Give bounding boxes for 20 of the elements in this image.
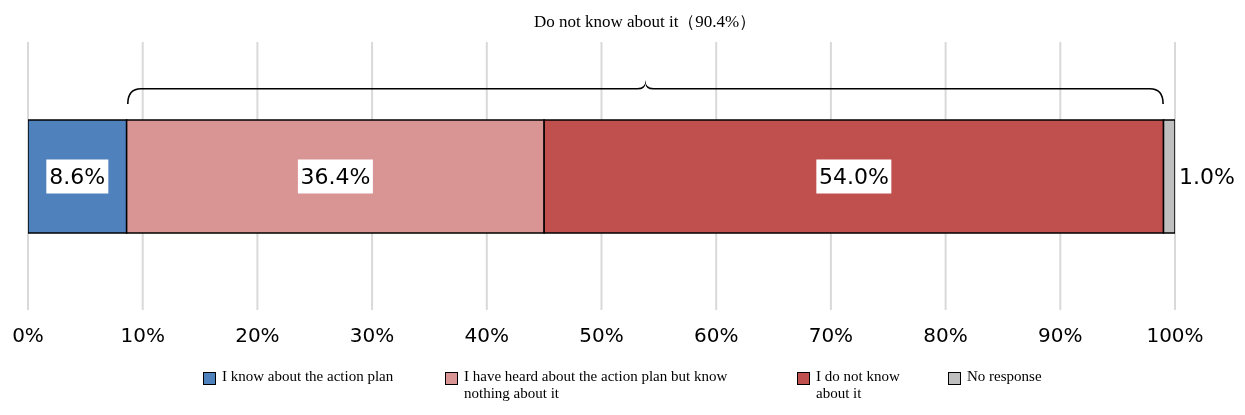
legend-label: I do not know about it (816, 368, 901, 402)
x-tick-label: 20% (235, 323, 280, 348)
x-tick-label: 10% (120, 323, 165, 348)
x-tick-label: 80% (923, 323, 968, 348)
x-tick-label: 100% (1146, 323, 1204, 348)
x-tick-label: 40% (464, 323, 510, 348)
x-tick-label: 50% (579, 323, 624, 348)
data-label: 54.0% (818, 164, 889, 189)
legend-label: I know about the action plan (222, 368, 395, 385)
x-tick-label: 70% (808, 323, 854, 348)
x-tick-label: 90% (1038, 323, 1083, 348)
legend-label: I have heard about the action plan but know nothing about it (464, 368, 729, 402)
x-tick-label: 60% (693, 323, 739, 348)
x-tick-label: 0% (12, 323, 44, 348)
data-label: 1.0% (1179, 164, 1235, 189)
x-tick-label: 30% (349, 323, 395, 348)
data-label: 8.6% (49, 164, 106, 189)
text: Do not know about it（90.4%） (395, 10, 896, 33)
legend-label: No response (967, 368, 1043, 385)
data-label: 36.4% (300, 164, 371, 189)
